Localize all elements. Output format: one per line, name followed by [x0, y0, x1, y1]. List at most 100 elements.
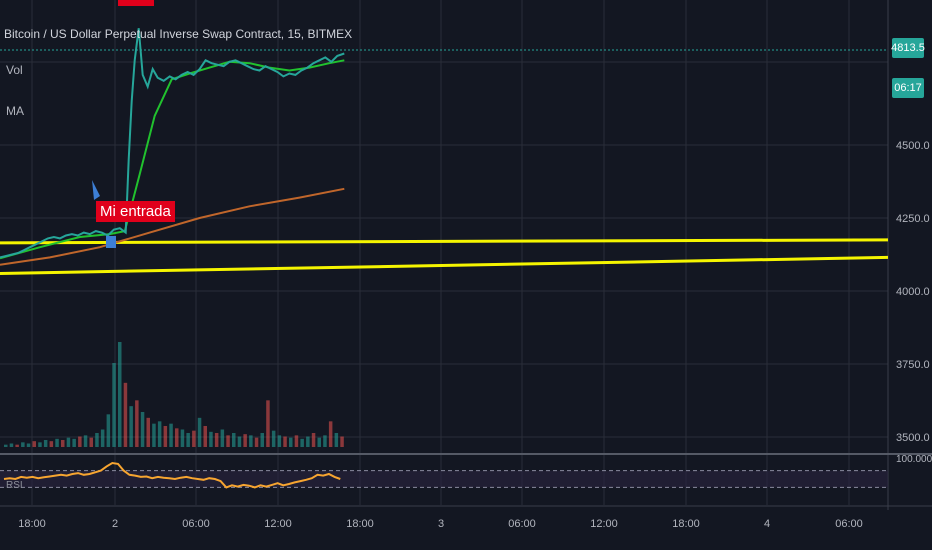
volume-bar [226, 435, 230, 447]
entry-marker-icon [92, 180, 100, 200]
price-tick-label: 3750.0 [896, 359, 930, 371]
price-tick-label: 4000.0 [896, 286, 930, 298]
volume-bar [32, 441, 36, 447]
rsi-line [3, 461, 341, 489]
volume-legend[interactable]: Vol [6, 63, 23, 77]
rsi-legend: RSI [6, 480, 23, 491]
rsi-band [0, 470, 888, 488]
volume-bar [157, 421, 162, 447]
volume-bar [49, 441, 54, 447]
volume-bar [9, 443, 14, 447]
price-tick-label: 3500.0 [896, 432, 930, 444]
volume-bar [152, 423, 156, 447]
top-annotation-stub[interactable] [118, 0, 154, 6]
volume-bar [21, 442, 25, 447]
volume-bar [95, 433, 99, 447]
volume-bar [260, 433, 264, 447]
volume-bar [186, 433, 190, 447]
volume-bar [89, 437, 93, 447]
price-axis[interactable]: 4500.0 4250.0 4000.0 3750.0 3500.0 [896, 140, 930, 444]
volume-bar [100, 429, 105, 447]
ma-slow-line [0, 187, 345, 266]
time-tick-label: 12:00 [264, 518, 292, 530]
volume-bar [300, 438, 304, 447]
volume-bar [237, 436, 242, 447]
volume-bar [249, 435, 253, 447]
price-tick-label: 4500.0 [896, 140, 930, 152]
volume-bar [112, 363, 116, 447]
volume-bar [118, 342, 122, 447]
ma-fast-line [0, 59, 345, 260]
volume-bar [140, 412, 145, 447]
volume-bar [38, 442, 42, 447]
volume-bar [26, 443, 31, 447]
time-tick-label: 18:00 [18, 518, 46, 530]
volume-bar [209, 431, 213, 447]
chart-title[interactable]: Bitcoin / US Dollar Perpetual Inverse Sw… [4, 27, 353, 41]
volume-bar [4, 444, 8, 447]
volume-bar [78, 436, 82, 447]
time-axis[interactable]: 18:00 2 06:00 12:00 18:00 3 06:00 12:00 18:00 4 06… [18, 518, 863, 530]
time-tick-label: 18:00 [672, 518, 700, 530]
countdown-tag: 06:17 [892, 78, 924, 98]
volume-bar [317, 437, 321, 447]
volume-bar [169, 423, 173, 447]
entry-pin [106, 236, 116, 248]
volume-bar [106, 414, 111, 447]
volume-bar [220, 429, 225, 447]
volume-bar [163, 426, 168, 447]
time-tick-label: 12:00 [590, 518, 618, 530]
volume-bar [61, 440, 65, 447]
volume-bar [135, 400, 139, 447]
volume-bar [232, 433, 236, 447]
volume-bar [83, 435, 88, 447]
volume-bar [294, 435, 299, 447]
ma-legend[interactable]: MA [6, 104, 24, 118]
volume-bar [323, 435, 327, 447]
volume-bar [15, 444, 19, 447]
volume-bar [55, 438, 59, 447]
volume-bar [180, 429, 185, 447]
volume-bar [254, 437, 259, 447]
time-tick-label: 06:00 [835, 518, 863, 530]
time-tick-label: 18:00 [346, 518, 374, 530]
time-tick-label: 3 [438, 518, 444, 530]
time-tick-label: 4 [764, 518, 770, 530]
volume-bar [203, 426, 207, 447]
price-tick-label: 4250.0 [896, 213, 930, 225]
volume-bar [328, 421, 333, 447]
volume-bars [4, 342, 344, 447]
time-tick-label: 06:00 [182, 518, 210, 530]
volume-bar [72, 438, 76, 447]
volume-bar [271, 430, 276, 447]
volume-bar [311, 433, 316, 447]
support-line [0, 238, 889, 245]
volume-bar [192, 430, 196, 447]
volume-bar [123, 382, 128, 447]
support-lines[interactable] [0, 238, 889, 275]
volume-bar [340, 436, 344, 447]
support-line [0, 255, 889, 275]
chart-grid [0, 0, 932, 510]
volume-bar [43, 440, 48, 447]
volume-bar [66, 437, 71, 447]
volume-bar [129, 406, 133, 447]
last-price-tag: 4813.5 [891, 38, 925, 58]
rsi-panel: 100.0000 [0, 454, 932, 489]
volume-bar [306, 436, 310, 447]
volume-bar [334, 433, 339, 447]
time-tick-label: 06:00 [508, 518, 536, 530]
rsi-axis-label: 100.0000 [896, 454, 932, 465]
volume-bar [197, 417, 202, 447]
volume-bar [214, 433, 219, 447]
volume-bar [146, 417, 150, 447]
entry-annotation[interactable]: Mi entrada [96, 201, 175, 222]
volume-bar [175, 428, 179, 447]
volume-bar [277, 435, 282, 447]
volume-bar [289, 437, 293, 447]
price-line [0, 28, 345, 259]
volume-bar [266, 400, 270, 447]
volume-bar [243, 434, 247, 447]
time-tick-label: 2 [112, 518, 118, 530]
